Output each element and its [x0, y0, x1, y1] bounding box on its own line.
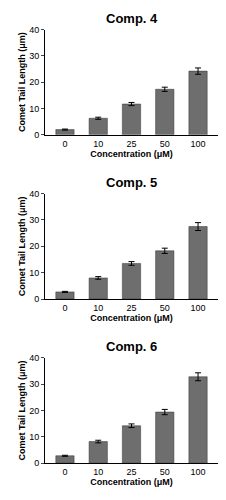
svg-text:Comp. 4: Comp. 4 [106, 11, 158, 26]
svg-text:50: 50 [160, 303, 170, 313]
svg-text:10: 10 [93, 467, 103, 477]
svg-text:30: 30 [29, 215, 39, 225]
svg-text:Concentration (μM): Concentration (μM) [90, 313, 173, 323]
svg-text:0: 0 [62, 303, 67, 313]
svg-text:10: 10 [93, 139, 103, 149]
svg-text:0: 0 [34, 130, 39, 140]
svg-text:Comp. 5: Comp. 5 [106, 175, 157, 190]
svg-text:Concentration (μM): Concentration (μM) [90, 149, 173, 159]
svg-text:Concentration (μM): Concentration (μM) [90, 477, 173, 487]
svg-text:0: 0 [34, 294, 39, 304]
svg-text:25: 25 [126, 139, 136, 149]
svg-text:10: 10 [29, 432, 39, 442]
svg-text:10: 10 [93, 303, 103, 313]
svg-text:0: 0 [34, 458, 39, 468]
svg-text:25: 25 [126, 303, 136, 313]
svg-text:100: 100 [191, 139, 206, 149]
svg-text:20: 20 [29, 77, 39, 87]
svg-text:0: 0 [62, 139, 67, 149]
svg-text:20: 20 [29, 241, 39, 251]
svg-text:20: 20 [29, 406, 39, 416]
svg-text:Comet Tail Length (μm): Comet Tail Length (μm) [17, 32, 27, 132]
svg-text:Comp. 6: Comp. 6 [106, 339, 157, 354]
svg-text:50: 50 [160, 467, 170, 477]
svg-text:10: 10 [29, 268, 39, 278]
svg-text:10: 10 [29, 104, 39, 114]
svg-text:30: 30 [29, 51, 39, 61]
svg-text:40: 40 [29, 189, 39, 199]
svg-text:40: 40 [29, 353, 39, 363]
svg-text:25: 25 [126, 467, 136, 477]
svg-text:100: 100 [191, 303, 206, 313]
svg-text:30: 30 [29, 379, 39, 389]
svg-text:40: 40 [29, 25, 39, 35]
svg-text:Comet Tail Length (μm): Comet Tail Length (μm) [17, 196, 27, 296]
svg-text:50: 50 [160, 139, 170, 149]
svg-text:0: 0 [62, 467, 67, 477]
svg-text:Comet Tail Length (μm): Comet Tail Length (μm) [17, 361, 27, 461]
svg-text:100: 100 [191, 467, 206, 477]
